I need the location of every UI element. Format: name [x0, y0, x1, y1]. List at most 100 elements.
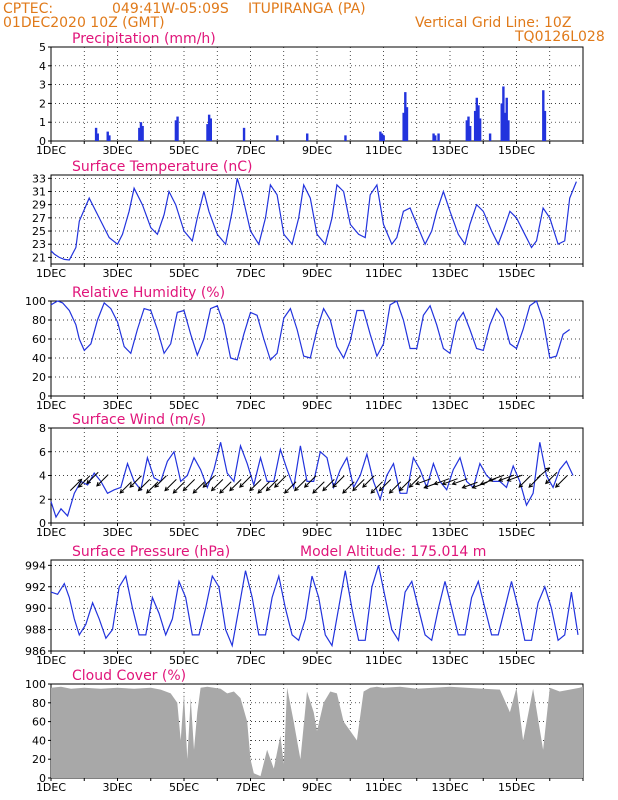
precipitation-bar [344, 135, 347, 141]
wind-arrow-shaft [528, 475, 541, 488]
wind-arrow-shaft [86, 471, 99, 484]
wind-arrow-shaft [536, 467, 550, 479]
humidity-ytick-label: 100 [25, 295, 46, 308]
pressure-xtick-label: 9DEC [302, 654, 332, 667]
wind-arrow-head [370, 489, 376, 494]
precipitation-ytick-label: 2 [39, 97, 46, 110]
precipitation-bar [542, 90, 545, 141]
humidity-title: Relative Humidity (%) [72, 285, 225, 301]
wind-arrow [554, 475, 568, 488]
wind-arrow-shaft [304, 475, 317, 488]
pressure-ytick-label: 992 [25, 581, 46, 594]
wind-arrow-shaft [164, 478, 177, 492]
wind-arrow-head [303, 483, 309, 488]
precipitation-xtick-label: 7DEC [235, 144, 265, 157]
wind-ytick-label: 8 [39, 422, 46, 435]
wind-arrow-shaft [274, 475, 287, 488]
wind-arrow-shaft [266, 478, 279, 492]
wind-arrow-head [77, 483, 83, 488]
cloud-cover-xtick-label: 9DEC [302, 781, 332, 794]
wind-arrow [518, 475, 531, 488]
wind-arrow [154, 475, 167, 488]
humidity-ytick-label: 80 [32, 314, 46, 327]
wind-xtick-label: 5DEC [169, 526, 199, 539]
precipitation-bar [500, 103, 503, 141]
humidity-xtick-label: 13DEC [431, 399, 468, 412]
wind-arrow-head [332, 483, 337, 488]
wind-arrow-head [398, 486, 404, 492]
precipitation-bar [276, 135, 279, 141]
wind-arrow-shaft [409, 475, 422, 488]
cloud-cover-area [51, 686, 583, 778]
humidity-series-line [50, 300, 571, 362]
wind-ytick-label: 4 [39, 470, 46, 483]
temperature-xtick-label: 5DEC [169, 267, 199, 280]
precipitation-bar [106, 131, 109, 141]
wind-arrow-head [274, 483, 279, 488]
precipitation-bar [478, 118, 482, 141]
pressure-ytick-label: 990 [25, 602, 46, 615]
wind-arrow-head [545, 467, 551, 472]
precipitation-xtick-label: 13DEC [431, 144, 468, 157]
precipitation-bar [379, 131, 382, 141]
precipitation-ytick-label: 3 [39, 79, 46, 92]
wind-arrow [545, 471, 558, 485]
wind-arrow-shaft [182, 478, 195, 492]
precipitation-bar [467, 116, 470, 141]
wind-arrow-head [86, 479, 91, 485]
cloud-cover-ytick-label: 100 [25, 678, 46, 691]
temperature-xtick-label: 1DEC [36, 267, 66, 280]
wind-arrow [414, 478, 432, 486]
wind-arrow-shaft [498, 474, 515, 482]
header-coords: 049:41W-05:09S [112, 1, 229, 17]
humidity-xtick-label: 11DEC [365, 399, 402, 412]
wind-arrow-shaft [239, 475, 252, 488]
wind-arrow-head [388, 489, 394, 494]
precipitation-title: Precipitation (mm/h) [72, 31, 216, 47]
pressure-xtick-label: 11DEC [365, 654, 402, 667]
wind-arrow-shaft [312, 481, 325, 494]
wind-arrow-head [129, 483, 135, 488]
pressure-xtick-label: 13DEC [431, 654, 468, 667]
wind-arrow-shaft [129, 475, 142, 488]
wind-arrow [378, 478, 392, 492]
wind-arrow [239, 475, 252, 488]
wind-arrow-head [528, 483, 534, 488]
precipitation-bar [468, 125, 472, 141]
wind-arrow [322, 478, 335, 492]
wind-arrow-head [219, 489, 224, 494]
wind-arrow [219, 481, 232, 494]
wind-arrow [265, 478, 279, 492]
wind-arrow-head [451, 480, 457, 486]
precipitation-bar [543, 110, 547, 141]
wind-arrow-shaft [352, 478, 365, 492]
wind-arrow [471, 481, 488, 489]
wind-arrow-head [192, 489, 198, 494]
wind-arrow [488, 474, 505, 482]
cloud-cover-xtick-label: 13DEC [431, 781, 468, 794]
wind-arrow [342, 481, 355, 494]
wind-arrow [408, 475, 422, 488]
precipitation-bar [242, 127, 246, 141]
wind-arrow-shaft [488, 474, 505, 482]
precipitation-ytick-label: 0 [39, 135, 46, 148]
cloud-cover-xtick-label: 3DEC [102, 781, 132, 794]
humidity-ytick-label: 20 [32, 371, 46, 384]
wind-arrow-head [229, 486, 234, 492]
wind-arrow-shaft [389, 481, 402, 494]
precipitation-bar [507, 120, 510, 141]
wind-ytick-label: 2 [39, 493, 46, 506]
wind-arrow [441, 478, 458, 486]
humidity-xtick-label: 3DEC [102, 399, 132, 412]
wind-arrow-head [146, 489, 151, 494]
precipitation-bar [380, 133, 384, 141]
wind-ytick-label: 6 [39, 446, 46, 459]
wind-arrow [451, 478, 468, 486]
wind-arrow [362, 475, 375, 488]
wind-arrow [249, 478, 262, 492]
wind-arrow-shaft [480, 478, 496, 485]
wind-arrow-head [119, 489, 125, 494]
wind-arrow-shaft [78, 475, 91, 488]
cloud-cover-xtick-label: 11DEC [365, 781, 402, 794]
